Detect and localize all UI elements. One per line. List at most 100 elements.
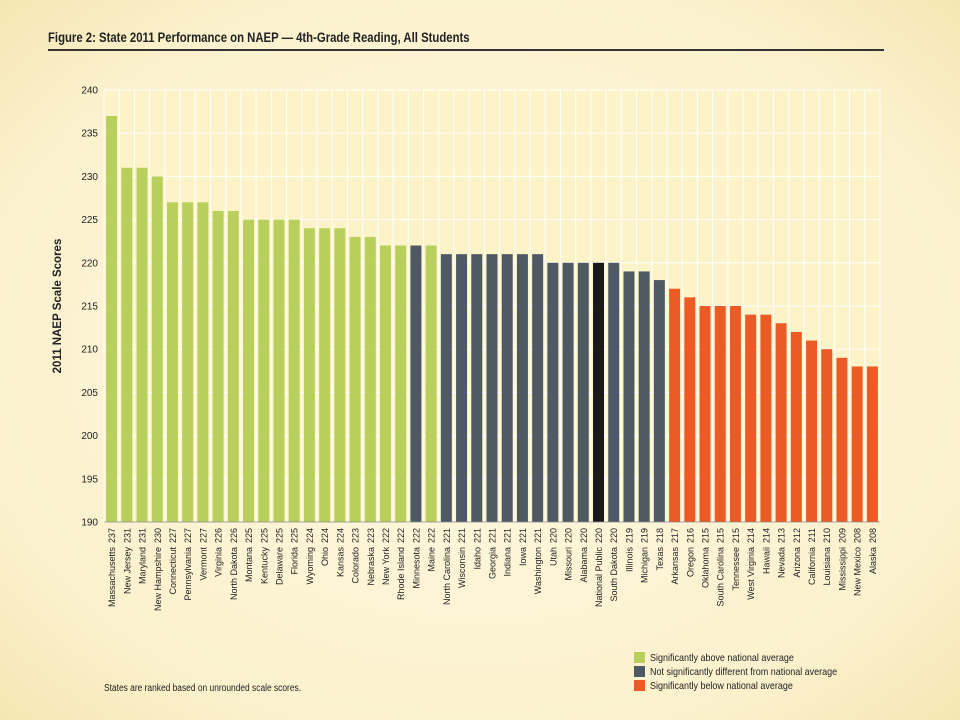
state-label: Tennessee — [731, 547, 741, 591]
bar-value-label: 215 — [716, 528, 726, 543]
y-tick-label: 230 — [81, 172, 98, 183]
bar — [106, 115, 118, 523]
y-tick-label: 205 — [81, 388, 98, 399]
bar — [516, 254, 528, 522]
bar — [745, 314, 757, 522]
bar-value-label: 225 — [290, 528, 300, 543]
x-tick-group: 215 Oklahoma — [701, 528, 711, 588]
state-label: Wyoming — [305, 547, 315, 584]
x-tick-group: 220 National Public — [594, 528, 604, 607]
x-tick-group: 221 Washington — [533, 528, 543, 594]
state-label: South Carolina — [716, 547, 726, 607]
state-label: Washington — [533, 547, 543, 594]
state-label: Rhode Island — [396, 547, 406, 600]
bar-value-label: 219 — [640, 528, 650, 543]
x-tick-group: 208 New Mexico — [853, 528, 863, 596]
x-tick-group: 214 West Virginia — [746, 528, 756, 600]
state-label: North Dakota — [229, 547, 239, 600]
y-tick-label: 210 — [81, 345, 98, 356]
bar — [425, 245, 437, 522]
bar — [395, 245, 407, 522]
state-label: Georgia — [488, 547, 498, 579]
bar-value-label: 226 — [214, 528, 224, 543]
bar — [212, 210, 224, 522]
state-label: Indiana — [503, 547, 513, 577]
legend-label: Not significantly different from nationa… — [650, 667, 837, 679]
state-label: Michigan — [640, 547, 650, 583]
bar — [806, 340, 818, 522]
state-label: North Carolina — [442, 547, 452, 605]
bar-value-label: 210 — [822, 528, 832, 543]
state-label: Nebraska — [366, 547, 376, 586]
bar-value-label: 211 — [807, 528, 817, 542]
state-label: Hawaii — [761, 547, 771, 574]
bar — [729, 306, 741, 522]
state-label: Nevada — [777, 547, 787, 578]
bar — [623, 271, 635, 522]
bar-value-label: 225 — [259, 528, 269, 543]
state-label: New Mexico — [853, 547, 863, 596]
legend-swatch — [634, 680, 645, 691]
state-label: Virginia — [214, 547, 224, 577]
bar-value-label: 220 — [609, 528, 619, 543]
y-tick-label: 225 — [81, 215, 98, 226]
bar-value-label: 212 — [792, 528, 802, 543]
bar — [714, 306, 726, 522]
bar-value-label: 208 — [853, 528, 863, 543]
state-label: Maryland — [138, 547, 148, 584]
x-tick-group: 226 Virginia — [214, 528, 224, 577]
state-label: Mississippi — [837, 547, 847, 591]
bar-value-label: 220 — [564, 528, 574, 543]
x-tick-group: 219 Illinois — [624, 528, 634, 572]
bar — [547, 262, 559, 522]
x-tick-group: 221 Idaho — [472, 528, 482, 570]
bar — [836, 357, 848, 522]
y-axis: 190 195 200 205 210 215 220 225 230 235 240 2011 NA… — [52, 86, 98, 529]
x-tick-group: 221 Wisconsin — [457, 528, 467, 588]
bar — [562, 262, 574, 522]
state-label: Illinois — [624, 547, 634, 573]
bar-value-label: 221 — [472, 528, 482, 543]
bar-value-label: 227 — [183, 528, 193, 543]
x-tick-group: 227 Vermont — [198, 528, 208, 581]
y-tick-label: 235 — [81, 129, 98, 140]
state-label: National Public — [594, 547, 604, 608]
bar-value-label: 222 — [427, 528, 437, 543]
bar — [319, 228, 331, 523]
x-tick-group: 220 Missouri — [564, 528, 574, 581]
x-tick-group: 227 Pennsylvania — [183, 528, 193, 601]
legend-swatch — [634, 666, 645, 677]
bar-value-label: 231 — [138, 528, 148, 543]
bar — [760, 314, 772, 522]
y-tick-label: 240 — [81, 86, 98, 97]
state-label: Ohio — [320, 547, 330, 566]
x-tick-group: 221 Indiana — [503, 528, 513, 577]
x-tick-group: 215 South Carolina — [716, 528, 726, 607]
state-label: Oklahoma — [701, 547, 711, 588]
bar — [364, 236, 376, 522]
legend-label: Significantly below national average — [650, 681, 793, 693]
bar — [593, 262, 604, 522]
bar — [410, 245, 422, 522]
y-tick-label: 215 — [81, 302, 98, 313]
bar-value-label: 224 — [335, 528, 345, 543]
x-tick-labels: 237 Massachusetts 231 New Jersey 231 Maryland… — [107, 528, 878, 611]
bar-value-label: 231 — [122, 528, 132, 543]
x-tick-group: 230 New Hampshire — [153, 528, 163, 611]
bar-value-label: 225 — [274, 528, 284, 543]
bar — [699, 306, 711, 522]
legend: Significantly above national average Not … — [634, 652, 837, 692]
bar — [151, 176, 163, 522]
bar-value-label: 214 — [761, 528, 771, 543]
state-label: Wisconsin — [457, 547, 467, 588]
x-tick-group: 213 Nevada — [777, 528, 787, 578]
x-tick-group: 221 Georgia — [488, 528, 498, 579]
bar-value-label: 219 — [624, 528, 634, 543]
x-tick-group: 211 California — [807, 528, 817, 585]
state-label: Florida — [290, 547, 300, 575]
x-tick-group: 219 Michigan — [640, 528, 650, 583]
y-tick-label: 200 — [81, 431, 98, 442]
legend-label: Significantly above national average — [650, 653, 794, 665]
bar — [821, 349, 833, 522]
bar — [456, 254, 468, 522]
